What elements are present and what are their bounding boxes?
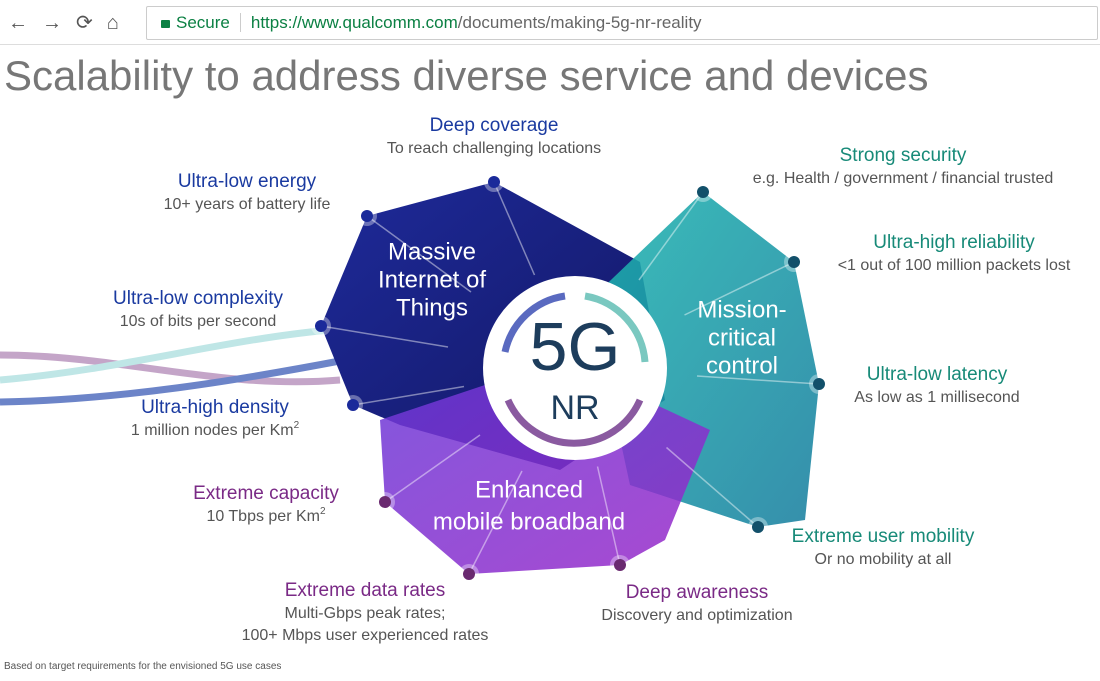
node-dot [347, 399, 359, 411]
connector [384, 434, 481, 503]
wave [0, 351, 341, 386]
url-host: https://www.qualcomm.com [250, 13, 458, 32]
arc [504, 398, 644, 447]
feature-title: Ultra-low latency [867, 364, 1008, 385]
footnote: Based on target requirements for the env… [4, 661, 282, 672]
region-label: Massive [388, 238, 476, 265]
feature-subtitle: Discovery and optimization [601, 607, 792, 624]
connector [493, 181, 536, 276]
arc [584, 292, 649, 363]
node-dot [315, 320, 327, 332]
address-bar[interactable]: Secure https://www.qualcomm.com/documents… [146, 6, 1098, 40]
node-dot [697, 186, 709, 198]
arc [501, 292, 566, 353]
browser-bar: ←→⟳⌂ Secure https://www.qualcomm.com/docu… [0, 0, 1100, 45]
feature-subtitle: <1 out of 100 million packets lost [838, 257, 1071, 274]
superscript: 2 [320, 506, 326, 517]
node-dot [813, 378, 825, 390]
connector [684, 261, 795, 316]
lock-icon [161, 20, 170, 28]
center-5g: 5G [530, 309, 621, 385]
feature-title: Extreme capacity [193, 483, 339, 504]
connector [696, 375, 820, 385]
feature-subtitle: As low as 1 millisecond [854, 389, 1019, 406]
node-dot [361, 210, 373, 222]
region-label: Enhanced [475, 476, 583, 503]
feature-title: Ultra-high reliability [873, 232, 1035, 253]
node-dot [379, 496, 391, 508]
region-label: Things [396, 294, 468, 321]
feature-subtitle: Multi-Gbps peak rates; [285, 605, 446, 622]
wave [0, 356, 346, 406]
feature-subtitle: e.g. Health / government / financial tru… [753, 170, 1054, 187]
feature-title: Deep awareness [626, 582, 769, 603]
node-dot [788, 256, 800, 268]
feature-title: Deep coverage [430, 115, 559, 136]
node-dot [614, 559, 626, 571]
feature-subtitle: To reach challenging locations [387, 140, 601, 157]
feature-title: Ultra-high density [141, 397, 289, 418]
feature-title: Strong security [840, 145, 967, 166]
center-circle [483, 276, 667, 460]
superscript: 2 [294, 420, 300, 431]
feature-subtitle: 100+ Mbps user experienced rates [242, 627, 489, 644]
feature-subtitle: 10 Tbps per Km2 [206, 506, 326, 526]
region-label: Mission- [697, 296, 786, 323]
feature-subtitle: 10s of bits per second [120, 313, 277, 330]
feature-title: Extreme data rates [285, 580, 446, 601]
feature-title: Extreme user mobility [792, 526, 975, 547]
slide-title: Scalability to address diverse service a… [4, 52, 929, 99]
connector [596, 466, 621, 566]
connector [366, 215, 472, 293]
node-dot [463, 568, 475, 580]
connector [468, 470, 523, 575]
feature-subtitle: 1 million nodes per Km2 [131, 420, 300, 440]
nav-buttons[interactable]: ←→⟳⌂ [8, 12, 133, 34]
region-label: critical [708, 324, 776, 351]
region-label: mobile broadband [433, 508, 625, 535]
connector [352, 385, 465, 406]
region-label: Internet of [378, 266, 486, 293]
connector [666, 446, 759, 528]
node-dot [752, 521, 764, 533]
connector [638, 191, 704, 281]
feature-title: Ultra-low energy [178, 171, 317, 192]
center-nr: NR [550, 389, 599, 427]
url-path: /documents/making-5g-nr-reality [457, 13, 702, 32]
feature-subtitle: Or no mobility at all [815, 551, 952, 568]
feature-subtitle: 10+ years of battery life [164, 196, 331, 213]
connector [320, 325, 449, 348]
feature-title: Ultra-low complexity [113, 288, 283, 309]
wave [0, 326, 331, 384]
secure-label: Secure [176, 13, 241, 32]
region-label: control [706, 352, 778, 379]
node-dot [488, 176, 500, 188]
